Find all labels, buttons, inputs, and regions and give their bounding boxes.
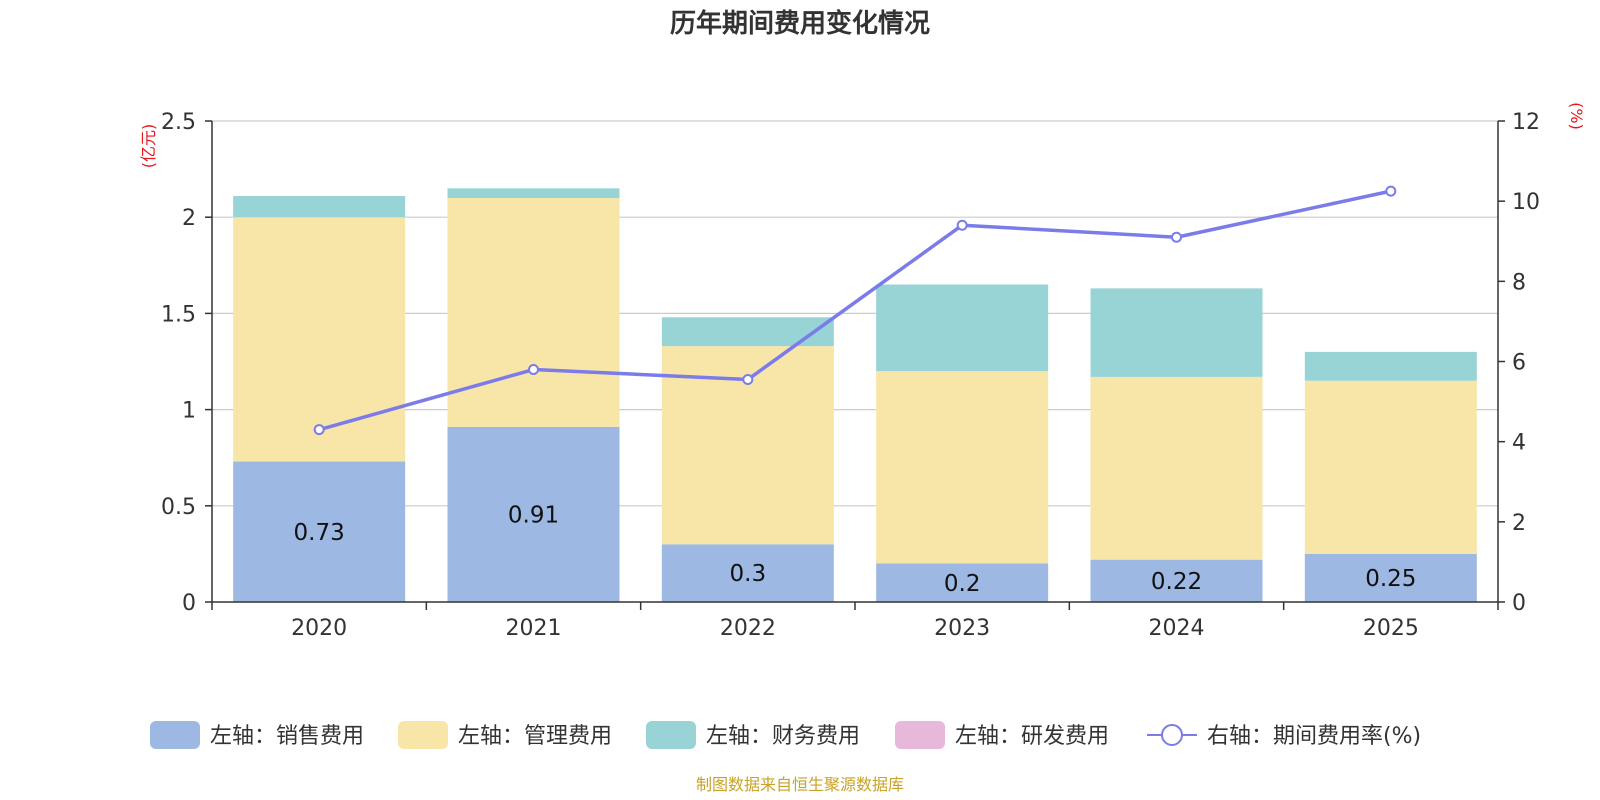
x-tick-label: 2023 [934, 616, 990, 641]
bar-value-label: 0.91 [508, 502, 559, 528]
x-tick-label: 2024 [1149, 616, 1205, 641]
rate-point [742, 374, 754, 386]
legend-swatch [150, 721, 200, 749]
bar-1-2022 [661, 544, 834, 602]
rate-line [313, 185, 1397, 436]
bar-value-label: 0.3 [730, 561, 767, 587]
rate-point [313, 424, 325, 436]
left-tick-label: 2.5 [161, 110, 196, 135]
rate-point [956, 219, 968, 231]
bar-1-2023 [876, 563, 1049, 602]
right-tick-label: 10 [1512, 190, 1540, 215]
legend-label: 左轴：研发费用 [955, 724, 1109, 749]
legend-swatch [895, 721, 945, 749]
bar-1-2024 [1090, 559, 1263, 602]
chart-title: 历年期间费用变化情况 [670, 8, 930, 39]
source-note: 制图数据来自恒生聚源数据库 [696, 775, 904, 794]
axes: 0 0.5 1 1.5 2 2.5 0 2 4 6 8 10 12 2020 2021 2022 2023 202… [161, 110, 1540, 641]
bar-value-label: 0.73 [294, 520, 345, 546]
left-axis-unit: (亿元) [139, 124, 158, 169]
legend-swatch [646, 721, 696, 749]
right-tick-label: 4 [1512, 431, 1526, 456]
rate-point [528, 364, 539, 376]
bar-1-2025 [1304, 553, 1477, 602]
bar-2-2024 [1090, 376, 1263, 560]
left-tick-label: 0 [182, 591, 196, 616]
left-tick-label: 1 [182, 399, 196, 424]
right-axis-unit: (%) [1567, 102, 1586, 130]
bars [233, 188, 1477, 602]
bar-2-2020 [233, 217, 406, 462]
bar-3-2023 [876, 284, 1049, 372]
right-tick-label: 0 [1512, 591, 1526, 616]
bar-3-2025 [1304, 351, 1477, 381]
bar-1-2021 [447, 426, 620, 602]
right-tick-label: 6 [1512, 351, 1526, 376]
rate-line-path [318, 189, 1392, 432]
legend-label: 左轴：管理费用 [458, 724, 612, 749]
legend-swatch [398, 721, 448, 749]
legend-label: 右轴：期间费用率(%) [1207, 724, 1421, 749]
bar-value-label: 0.25 [1365, 566, 1416, 592]
bar-3-2022 [661, 317, 834, 347]
bar-2-2023 [876, 371, 1049, 564]
bar-value-label: 0.22 [1151, 569, 1202, 595]
right-tick-label: 2 [1512, 511, 1526, 536]
grid-lines [212, 120, 1498, 507]
bar-value-label: 0.2 [944, 571, 981, 597]
x-tick-label: 2021 [506, 616, 562, 641]
rate-point [1171, 231, 1182, 243]
left-tick-label: 1.5 [161, 302, 196, 327]
x-tick-label: 2022 [720, 616, 776, 641]
bar-2-2021 [447, 197, 620, 427]
right-tick-label: 12 [1512, 110, 1540, 135]
bar-3-2021 [447, 188, 620, 198]
x-tick-label: 2025 [1363, 616, 1419, 641]
bar-2-2025 [1304, 380, 1477, 554]
bar-3-2020 [233, 196, 406, 218]
bar-labels: 0.73 0.91 0.3 0.2 0.22 0.25 [294, 502, 1417, 596]
left-tick-label: 0.5 [161, 495, 196, 520]
x-tick-label: 2020 [291, 616, 347, 641]
legend: 左轴：销售费用 左轴：管理费用 左轴：财务费用 左轴：研发费用 右轴：期间费用率(%) [150, 721, 1421, 749]
bar-1-2020 [233, 461, 406, 602]
bar-3-2024 [1090, 288, 1263, 377]
left-tick-label: 2 [182, 206, 196, 231]
legend-label: 左轴：销售费用 [210, 724, 364, 749]
legend-circle-swatch [1161, 724, 1183, 746]
legend-label: 左轴：财务费用 [706, 724, 860, 749]
rate-point [1385, 185, 1397, 197]
right-tick-label: 8 [1512, 270, 1526, 295]
